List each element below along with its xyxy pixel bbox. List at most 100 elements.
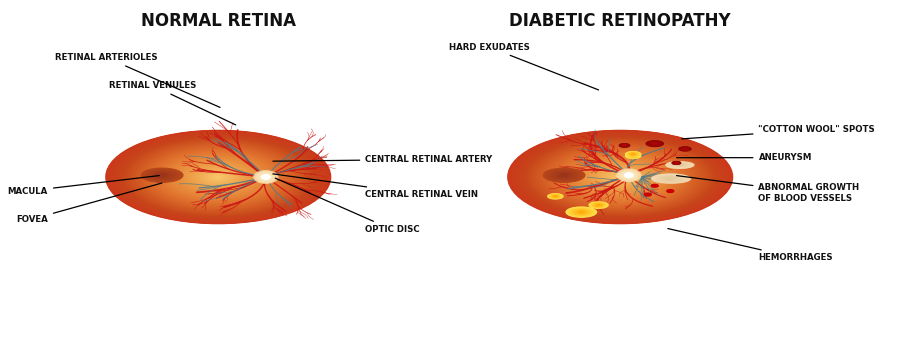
Ellipse shape <box>562 175 565 176</box>
Ellipse shape <box>520 135 721 219</box>
Ellipse shape <box>122 137 315 217</box>
Ellipse shape <box>146 147 291 207</box>
Ellipse shape <box>201 170 236 184</box>
Ellipse shape <box>680 147 690 150</box>
Ellipse shape <box>119 136 318 218</box>
Ellipse shape <box>508 130 733 224</box>
Ellipse shape <box>174 159 263 195</box>
Ellipse shape <box>123 138 313 216</box>
Ellipse shape <box>211 174 226 180</box>
Circle shape <box>652 184 658 187</box>
Ellipse shape <box>614 175 626 179</box>
Ellipse shape <box>585 162 655 192</box>
Ellipse shape <box>547 170 580 181</box>
Ellipse shape <box>186 164 250 190</box>
Ellipse shape <box>682 148 688 150</box>
Ellipse shape <box>618 170 639 181</box>
Ellipse shape <box>210 173 227 181</box>
Ellipse shape <box>511 132 730 222</box>
Ellipse shape <box>629 155 637 157</box>
Ellipse shape <box>565 154 676 200</box>
Ellipse shape <box>556 150 685 204</box>
Ellipse shape <box>551 195 560 198</box>
Ellipse shape <box>658 176 685 182</box>
Ellipse shape <box>630 153 636 155</box>
Ellipse shape <box>626 174 632 177</box>
Ellipse shape <box>577 159 663 195</box>
Ellipse shape <box>612 173 628 181</box>
Ellipse shape <box>542 144 699 210</box>
Ellipse shape <box>594 166 646 188</box>
Ellipse shape <box>191 166 246 188</box>
Ellipse shape <box>152 150 284 204</box>
Ellipse shape <box>543 145 698 209</box>
Ellipse shape <box>546 146 695 208</box>
Ellipse shape <box>173 158 264 196</box>
Ellipse shape <box>591 165 650 189</box>
Ellipse shape <box>175 159 262 195</box>
Ellipse shape <box>653 143 656 144</box>
Circle shape <box>667 190 674 193</box>
Text: ANEURYSM: ANEURYSM <box>677 153 812 162</box>
Ellipse shape <box>159 174 165 176</box>
Ellipse shape <box>116 135 320 219</box>
Ellipse shape <box>581 161 659 193</box>
Ellipse shape <box>141 145 295 209</box>
Ellipse shape <box>162 154 274 200</box>
Ellipse shape <box>178 161 258 193</box>
Ellipse shape <box>549 170 580 181</box>
Ellipse shape <box>138 143 299 211</box>
Ellipse shape <box>203 171 233 183</box>
Ellipse shape <box>157 173 167 177</box>
Ellipse shape <box>160 153 276 201</box>
Ellipse shape <box>666 162 694 168</box>
Ellipse shape <box>681 148 688 150</box>
Ellipse shape <box>148 148 289 206</box>
Ellipse shape <box>562 153 678 201</box>
Ellipse shape <box>108 131 328 223</box>
Ellipse shape <box>529 139 712 215</box>
Ellipse shape <box>210 173 228 181</box>
Ellipse shape <box>607 171 634 183</box>
Ellipse shape <box>627 152 639 156</box>
Ellipse shape <box>509 131 731 223</box>
Ellipse shape <box>664 177 676 179</box>
Ellipse shape <box>605 171 635 183</box>
Ellipse shape <box>149 148 287 206</box>
Ellipse shape <box>580 160 661 194</box>
Ellipse shape <box>149 171 175 179</box>
Ellipse shape <box>650 142 660 145</box>
Ellipse shape <box>629 153 637 155</box>
Ellipse shape <box>265 176 267 178</box>
Ellipse shape <box>579 160 662 194</box>
Ellipse shape <box>535 142 706 212</box>
Ellipse shape <box>619 144 630 147</box>
Ellipse shape <box>582 161 658 193</box>
Ellipse shape <box>554 149 687 205</box>
Ellipse shape <box>550 148 690 206</box>
Ellipse shape <box>513 133 727 221</box>
Ellipse shape <box>512 132 728 222</box>
Ellipse shape <box>544 145 697 209</box>
Ellipse shape <box>169 157 267 197</box>
Ellipse shape <box>592 203 605 207</box>
Ellipse shape <box>151 149 285 205</box>
Ellipse shape <box>156 151 281 203</box>
Ellipse shape <box>576 159 664 195</box>
Ellipse shape <box>578 211 585 213</box>
Ellipse shape <box>140 144 297 210</box>
Text: RETINAL ARTERIOLES: RETINAL ARTERIOLES <box>55 53 220 107</box>
Ellipse shape <box>595 166 645 188</box>
Ellipse shape <box>112 133 324 221</box>
Ellipse shape <box>181 161 256 193</box>
Ellipse shape <box>566 155 674 199</box>
Ellipse shape <box>617 176 623 178</box>
Ellipse shape <box>547 147 694 207</box>
Ellipse shape <box>194 167 242 187</box>
Ellipse shape <box>620 144 629 147</box>
Ellipse shape <box>652 143 657 144</box>
Text: CENTRAL RETINAL VEIN: CENTRAL RETINAL VEIN <box>273 174 478 199</box>
Ellipse shape <box>608 172 632 182</box>
Ellipse shape <box>563 153 677 201</box>
Ellipse shape <box>164 154 273 200</box>
